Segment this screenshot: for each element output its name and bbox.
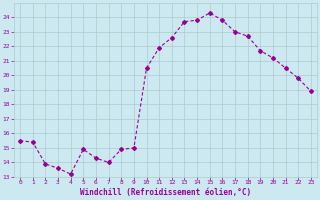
X-axis label: Windchill (Refroidissement éolien,°C): Windchill (Refroidissement éolien,°C)	[80, 188, 251, 197]
